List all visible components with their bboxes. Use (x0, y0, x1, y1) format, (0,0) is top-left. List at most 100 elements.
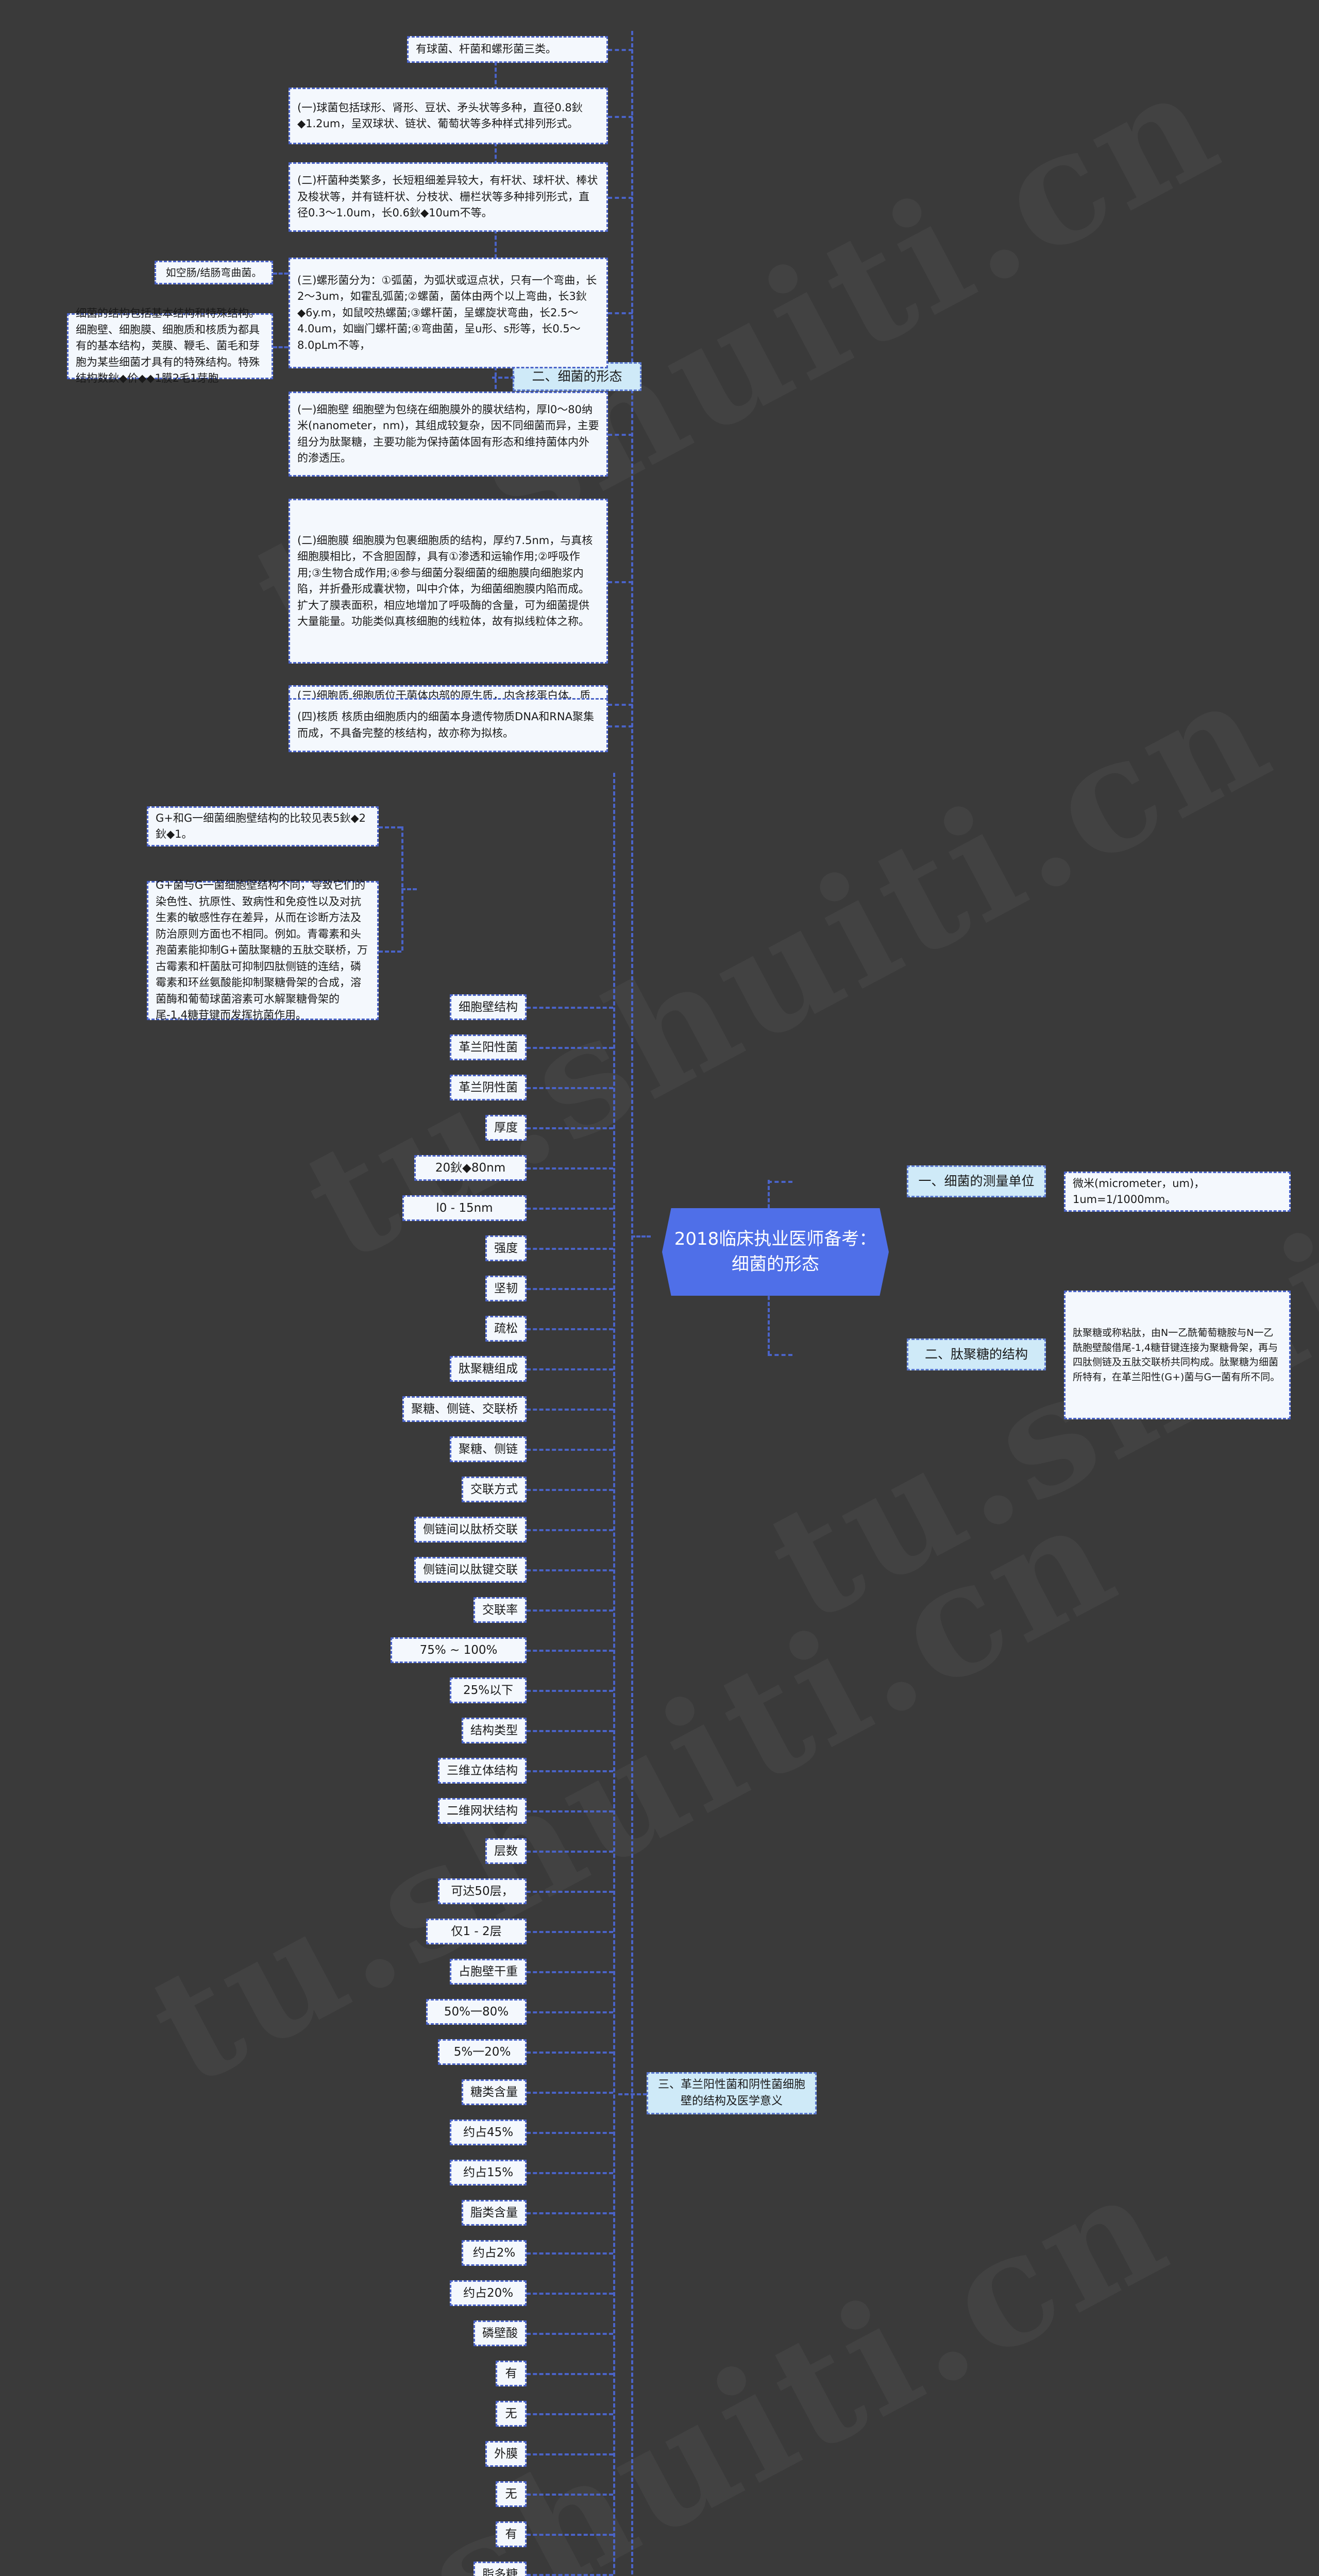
connector (527, 2494, 613, 2496)
connector (527, 1047, 613, 1049)
compare-item-3[interactable]: 厚度 (485, 1115, 527, 1141)
connector (527, 1971, 613, 1973)
compare-item-14[interactable]: 侧链间以肽键交联 (414, 1557, 527, 1583)
compare-item-21[interactable]: 层数 (485, 1838, 527, 1864)
compare-item-4[interactable]: 20鈥◆80nm (414, 1155, 527, 1181)
node-mid-0[interactable]: (三)螺形菌分为：①弧菌，为弧状或逗点状，只有一个弯曲，长2～3um，如霍乱弧菌… (289, 258, 608, 368)
compare-item-5[interactable]: l0 - 15nm (402, 1195, 527, 1221)
compare-item-28[interactable]: 约占45% (450, 2120, 527, 2145)
connector (527, 2333, 613, 2335)
compare-item-36[interactable]: 外膜 (485, 2441, 527, 2467)
node-mid-2[interactable]: (二)细胞膜 细胞膜为包裹细胞质的结构，厚约7.5nm，与真核细胞膜相比，不含胆… (289, 499, 608, 664)
compare-item-18[interactable]: 结构类型 (462, 1718, 527, 1743)
connector (527, 2132, 613, 2134)
compare-item-34[interactable]: 有 (496, 2361, 527, 2386)
compare-item-22[interactable]: 可达50层， (438, 1878, 527, 1904)
node-top-2[interactable]: (二)杆菌种类繁多，长短粗细差异较大，有杆状、球杆状、棒状及梭状等，并有链杆状、… (289, 162, 608, 232)
section-measure-unit[interactable]: 一、细菌的测量单位 (907, 1165, 1046, 1197)
compare-item-2[interactable]: 革兰阴性菌 (450, 1075, 527, 1100)
connector (527, 1810, 613, 1812)
connector (527, 2373, 613, 2375)
connector (527, 2052, 613, 2054)
connector (273, 346, 294, 348)
compare-item-7[interactable]: 坚韧 (485, 1276, 527, 1301)
compare-item-26[interactable]: 5%一20% (438, 2039, 527, 2065)
section-gram[interactable]: 三、革兰阳性菌和阴性菌细胞壁的结构及医学意义 (647, 2072, 817, 2114)
watermark: tu.shuiti.cn (123, 1462, 1144, 2121)
compare-item-39[interactable]: 脂多糖 (474, 2562, 527, 2576)
compare-item-15[interactable]: 交联率 (474, 1597, 527, 1623)
node-top-0[interactable]: 有球菌、杆菌和螺形菌三类。 (407, 36, 608, 63)
compare-item-17[interactable]: 25%以下 (450, 1677, 527, 1703)
compare-item-32[interactable]: 约占20% (450, 2280, 527, 2306)
node-compare-intro-0[interactable]: G+和G一细菌细胞壁结构的比较见表5鈥◆2鈥◆1。 (147, 806, 379, 846)
detail-measure-unit[interactable]: 微米(micrometer，um)，1um=1/1000mm。 (1064, 1172, 1291, 1212)
connector (527, 1891, 613, 1893)
compare-item-23[interactable]: 仅1 - 2层 (426, 1919, 527, 1944)
connector (527, 2172, 613, 2174)
connector (527, 1368, 613, 1370)
main-spine (631, 31, 633, 2576)
compare-item-10[interactable]: 聚糖、侧链、交联桥 (402, 1396, 527, 1422)
node-top-4[interactable]: 细菌的结构包括基本结构和特殊结构。细胞壁、细胞膜、细胞质和核质为都具有的基本结构… (67, 307, 273, 384)
connector (527, 1167, 613, 1170)
compare-item-25[interactable]: 50%一80% (426, 1999, 527, 2025)
compare-item-37[interactable]: 无 (496, 2481, 527, 2507)
connector (527, 1851, 613, 1853)
compare-item-19[interactable]: 三维立体结构 (438, 1758, 527, 1784)
connector (527, 1489, 613, 1491)
connector (492, 377, 515, 379)
compare-item-1[interactable]: 革兰阳性菌 (450, 1035, 527, 1060)
connector (608, 581, 633, 583)
connector (608, 725, 633, 727)
connector (527, 2453, 613, 2455)
compare-item-20[interactable]: 二维网状结构 (438, 1798, 527, 1824)
watermark: tu.shuiti.cn (174, 2132, 1196, 2576)
connector (527, 1770, 613, 1772)
compare-item-9[interactable]: 肽聚糖组成 (450, 1356, 527, 1382)
root-node[interactable]: 2018临床执业医师备考： 细菌的形态 (662, 1208, 889, 1296)
connector (379, 826, 401, 828)
compare-item-16[interactable]: 75% ~ 100% (391, 1637, 527, 1663)
connector (608, 197, 633, 199)
connector (768, 1354, 792, 1356)
connector (768, 1181, 792, 1183)
root-title-line2: 细菌的形态 (732, 1254, 819, 1275)
connector (527, 2574, 613, 2576)
node-top-1[interactable]: (一)球菌包括球形、肾形、豆状、矛头状等多种，直径0.8鈥◆1.2um，呈双球状… (289, 88, 608, 144)
compare-item-6[interactable]: 强度 (485, 1235, 527, 1261)
connector (608, 434, 633, 436)
compare-item-33[interactable]: 磷壁酸 (474, 2320, 527, 2346)
connector (527, 1569, 613, 1571)
connector (527, 2011, 613, 2013)
compare-item-8[interactable]: 疏松 (485, 1316, 527, 1342)
connector (401, 888, 417, 890)
connector (527, 1931, 613, 1933)
connector (273, 273, 294, 275)
compare-item-30[interactable]: 脂类含量 (462, 2200, 527, 2226)
compare-item-27[interactable]: 糖类含量 (462, 2079, 527, 2105)
compare-item-38[interactable]: 有 (496, 2521, 527, 2547)
compare-item-0[interactable]: 细胞壁结构 (450, 994, 527, 1020)
section-peptidoglycan[interactable]: 二、肽聚糖的结构 (907, 1338, 1046, 1370)
compare-item-24[interactable]: 占胞壁干重 (450, 1959, 527, 1985)
node-mid-1[interactable]: (一)细胞壁 细胞壁为包绕在细胞膜外的膜状结构，厚l0～80纳米(nanomet… (289, 392, 608, 477)
node-compare-intro-1[interactable]: G+菌与G一菌细胞壁结构不同，导致它们的染色性、抗原性、致病性和免疫性以及对抗生… (147, 879, 379, 1021)
compare-item-35[interactable]: 无 (496, 2401, 527, 2427)
connector (527, 2534, 613, 2536)
node-mid-4[interactable]: (四)核质 核质由细胞质内的细菌本身遗传物质DNA和RNA聚集而成，不具备完整的… (289, 698, 608, 752)
compare-item-13[interactable]: 侧链间以肽桥交联 (414, 1517, 527, 1543)
connector (608, 49, 633, 51)
gram-spine (613, 773, 615, 2576)
compare-item-31[interactable]: 约占2% (462, 2240, 527, 2266)
compare-item-11[interactable]: 聚糖、侧链 (450, 1436, 527, 1462)
connector (527, 2212, 613, 2214)
detail-peptidoglycan[interactable]: 肽聚糖或称粘肽，由N一乙酰葡萄糖胺与N一乙酰胞壁酸借尾-1,4糖苷键连接为聚糖骨… (1064, 1291, 1291, 1419)
node-top-3[interactable]: 如空肠/结肠弯曲菌。 (155, 261, 273, 284)
connector (527, 2252, 613, 2255)
connector (527, 1529, 613, 1531)
compare-item-29[interactable]: 约占15% (450, 2160, 527, 2185)
compare-item-12[interactable]: 交联方式 (462, 1477, 527, 1502)
connector (527, 2293, 613, 2295)
connector (527, 1409, 613, 1411)
